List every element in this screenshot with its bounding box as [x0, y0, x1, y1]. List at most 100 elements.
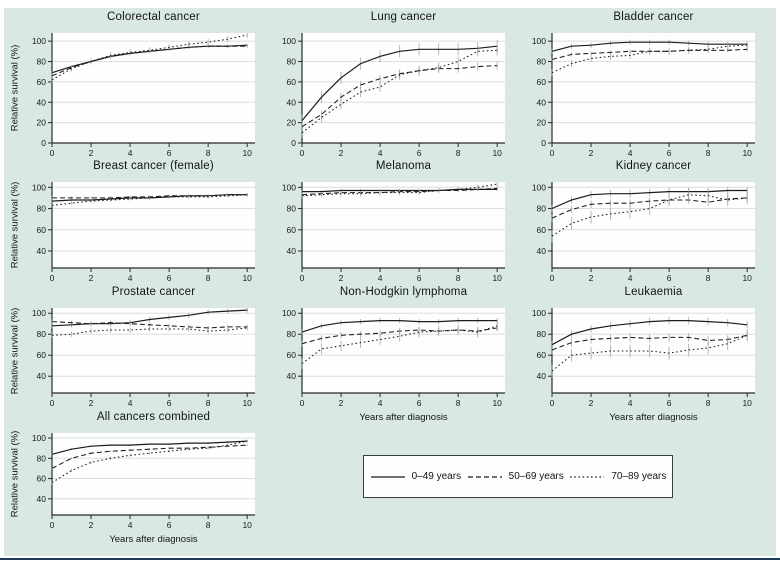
series-line-70-89-years: [551, 44, 748, 74]
y-tick-label: 40: [37, 494, 47, 504]
y-tick-label: 60: [287, 77, 297, 87]
y-tick-label: 0: [41, 138, 46, 148]
y-tick-label: 100: [32, 433, 46, 443]
series-line-70-89-years: [51, 34, 248, 81]
plot-area: [302, 308, 505, 393]
survival-chart: 0 20 40 60 80 100 0 2 4 6 8 10: [282, 33, 505, 158]
plot-area: [52, 33, 255, 143]
x-tick-label: 6: [417, 398, 422, 408]
x-tick-label: 4: [378, 273, 383, 283]
plot-area: [552, 33, 755, 143]
legend: 0–49 years 50–69 years 70–89 years: [363, 455, 673, 498]
x-tick-label: 2: [89, 520, 94, 530]
x-tick-label: 6: [167, 273, 172, 283]
x-tick-label: 8: [206, 273, 211, 283]
y-axis-label: Relative survival (%): [9, 181, 21, 269]
series-line-70-89-years: [51, 440, 248, 484]
x-tick-label: 0: [300, 398, 305, 408]
x-tick-label: 10: [242, 398, 252, 408]
x-tick-label: 2: [339, 148, 344, 158]
panel-title: Colorectal cancer: [107, 11, 200, 23]
panel-breast-cancer-female: Breast cancer (female) 40 60 80 100 0 2 4 6 8 10: [22, 158, 265, 284]
survival-chart: 40 60 80 100 0 2 4 6 8 10: [282, 308, 505, 408]
x-tick-label: 2: [589, 398, 594, 408]
x-tick-label: 10: [492, 398, 502, 408]
y-tick-label: 80: [287, 204, 297, 214]
x-tick-label: 2: [339, 273, 344, 283]
x-tick-label: 10: [742, 148, 752, 158]
x-tick-label: 8: [206, 148, 211, 158]
series-line-70-89-years: [51, 327, 248, 336]
y-tick-label: 60: [37, 77, 47, 87]
x-tick-label: 6: [417, 273, 422, 283]
plot-area: [302, 182, 505, 268]
x-tick-label: 6: [167, 148, 172, 158]
x-tick-label: 8: [456, 148, 461, 158]
y-tick-label: 40: [537, 97, 547, 107]
bottom-rule: [0, 558, 780, 560]
panel-prostate-cancer: Prostate cancer 40 60 80 100 0 2 4 6 8 10: [22, 284, 265, 409]
series-line-0-49-years: [51, 309, 248, 327]
y-tick-label: 40: [287, 371, 297, 381]
plot-area: [52, 433, 255, 515]
x-tick-label: 4: [128, 520, 133, 530]
y-axis-label: Relative survival (%): [9, 307, 21, 394]
x-tick-label: 0: [550, 398, 555, 408]
y-tick-label: 80: [37, 329, 47, 339]
y-tick-label: 100: [282, 36, 296, 46]
x-tick-label: 4: [628, 148, 633, 158]
y-tick-label: 20: [287, 118, 297, 128]
panel-title: Leukaemia: [624, 286, 683, 298]
y-tick-label: 60: [287, 350, 297, 360]
x-tick-label: 2: [89, 273, 94, 283]
panel-leukaemia: Leukaemia 40 60 80 100 0 2 4 6 8 10 Years after dia…: [522, 284, 765, 429]
x-tick-label: 10: [242, 520, 252, 530]
legend-entry-50-69-years: 50–69 years: [467, 471, 564, 482]
x-tick-label: 4: [128, 273, 133, 283]
series-line-0-49-years: [551, 41, 748, 52]
x-tick-label: 10: [742, 398, 752, 408]
panel-title: Lung cancer: [370, 11, 437, 23]
panel-title: All cancers combined: [96, 411, 211, 423]
y-tick-label: 40: [37, 246, 47, 256]
x-tick-label: 2: [89, 148, 94, 158]
x-tick-label: 8: [206, 520, 211, 530]
y-tick-label: 60: [537, 350, 547, 360]
y-axis-label: Relative survival (%): [9, 430, 21, 518]
y-tick-label: 0: [291, 138, 296, 148]
y-tick-label: 40: [537, 371, 547, 381]
x-tick-label: 6: [667, 398, 672, 408]
y-tick-label: 100: [532, 308, 546, 318]
x-tick-label: 4: [628, 273, 633, 283]
y-tick-label: 100: [32, 308, 46, 318]
x-tick-label: 6: [667, 148, 672, 158]
y-tick-label: 60: [37, 225, 47, 235]
x-tick-label: 10: [242, 148, 252, 158]
y-tick-label: 80: [537, 329, 547, 339]
panel-title: Breast cancer (female): [93, 160, 214, 172]
legend-label: 50–69 years: [508, 471, 564, 482]
y-tick-label: 100: [32, 36, 46, 46]
series-line-0-49-years: [551, 320, 748, 346]
x-tick-label: 6: [167, 520, 172, 530]
series-line-50-69-years: [51, 444, 248, 469]
legend-entry-70-89-years: 70–89 years: [569, 471, 666, 482]
x-tick-label: 0: [550, 148, 555, 158]
x-tick-label: 6: [417, 148, 422, 158]
x-axis-label: Years after diagnosis: [109, 534, 198, 545]
x-tick-label: 4: [628, 398, 633, 408]
plot-area: [52, 308, 255, 393]
y-tick-label: 80: [287, 57, 297, 67]
x-tick-label: 2: [89, 398, 94, 408]
y-tick-label: 60: [37, 474, 47, 484]
x-tick-label: 6: [167, 398, 172, 408]
x-tick-label: 4: [128, 148, 133, 158]
survival-chart: 40 60 80 100 0 2 4 6 8 10: [532, 182, 755, 283]
y-axis-label: Relative survival (%): [9, 44, 21, 132]
panel-bladder-cancer: Bladder cancer 0 20 40 60 80 100 0 2 4 6 8 10: [522, 9, 765, 159]
x-tick-label: 8: [706, 398, 711, 408]
legend-entry-0-49-years: 0–49 years: [370, 471, 461, 482]
x-tick-label: 2: [589, 148, 594, 158]
x-tick-label: 0: [300, 273, 305, 283]
legend-line-sample-solid: [370, 475, 405, 478]
